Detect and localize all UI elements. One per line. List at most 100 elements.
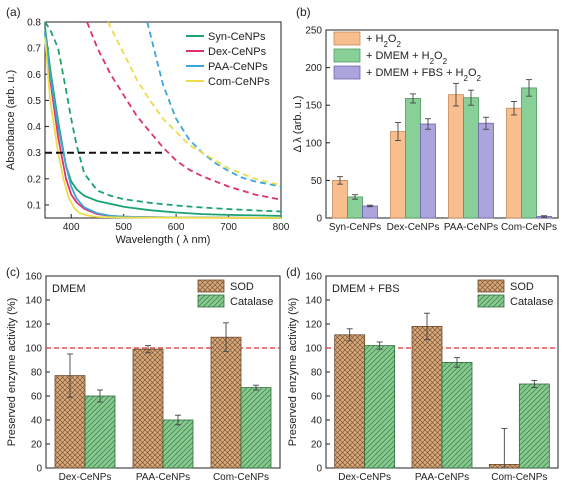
y-tick-label: 120 [305, 320, 322, 331]
panel-c-y-axis-label: Preserved enzyme activity (%) [6, 298, 18, 447]
legend-swatch-catalase [197, 294, 225, 308]
y-tick-label: 160 [25, 272, 42, 283]
y-tick-label: 60 [311, 392, 323, 403]
y-tick-label: 0 [316, 214, 322, 225]
y-tick-label: 0.3 [27, 148, 41, 159]
panel-d-bars [334, 312, 550, 469]
panel-d-label: (d) [286, 265, 301, 279]
panel-b-label: (b) [296, 5, 311, 19]
legend-swatch-h-o [333, 31, 361, 46]
bar-paa-cenps-sod [411, 325, 443, 469]
bar-dex-cenps-dmem-h-o [405, 98, 421, 219]
panel-d-y-axis-label: Preserved enzyme activity (%) [287, 298, 299, 447]
legend-label-catalase: Catalase [510, 296, 553, 308]
category-label-com-cenps: Com-CeNPs [501, 222, 557, 233]
panel-a-legend: Syn-CeNPs Dex-CeNPs PAA-CeNPs Com-CeNPs [186, 31, 270, 88]
category-label-dex-cenps: Dex-CeNPs [59, 472, 112, 483]
bar-com-cenps-sod [210, 336, 242, 469]
bar-paa-cenps-catalase [441, 361, 473, 469]
legend-label-sod: SOD [510, 281, 534, 293]
bar-com-cenps-h-o [506, 107, 522, 219]
y-tick-label: 0.7 [27, 44, 41, 55]
y-tick-label: 250 [305, 26, 322, 37]
series-line-syn-cenps-dashed [44, 21, 282, 213]
y-tick-label: 0 [316, 464, 322, 475]
panel-c-ticks: 0 20 40 60 80 100 120 140 160 Dex-CeNPs PAA-CeNPs C… [25, 272, 280, 483]
legend-swatch-dmem-fbs-h-o [333, 65, 361, 80]
x-tick-label: 600 [168, 222, 185, 233]
bar-dex-cenps-dmem-fbs-h-o [420, 123, 436, 219]
panel-a-x-axis-label: Wavelength ( λ nm) [116, 234, 211, 246]
panel-b-plot-frame [325, 29, 559, 219]
legend-label-dmem-h-o: + DMEM + H2O2 [366, 50, 448, 66]
panel-a-absorbance-chart: (a) 400 500 600 700 800 0.1 0.2 0.3 0.4 0.5 0.6 0.7… [5, 5, 290, 246]
bar-com-cenps-catalase [240, 387, 272, 469]
panel-b-wavelength-shift-chart: (b) 0 50 100 150 200 250 Syn-CeNPs Dex-CeNPs PAA… [292, 5, 559, 234]
legend-swatch-catalase [477, 294, 505, 308]
legend-label-dmem-fbs-h-o: + DMEM + FBS + H2O2 [366, 67, 482, 83]
y-tick-label: 150 [305, 101, 322, 112]
bar-dex-cenps-catalase [84, 395, 116, 469]
legend-label-sod: SOD [230, 281, 254, 293]
panel-b-legend: + H2O2+ DMEM + H2O2+ DMEM + FBS + H2O2 [333, 31, 482, 83]
y-tick-label: 0.5 [27, 96, 41, 107]
y-tick-label: 200 [305, 63, 322, 74]
x-tick-label: 400 [63, 222, 80, 233]
panel-d-dmem-fbs-enzyme-chart: (d) DMEM + FBS 0 20 40 60 80 100 120 140 160 Dex-… [286, 265, 559, 483]
y-tick-label: 140 [305, 296, 322, 307]
y-tick-label: 100 [25, 344, 42, 355]
panel-c-dmem-enzyme-chart: (c) DMEM 0 20 40 60 80 100 120 140 160 Dex-CeNPs P… [6, 265, 281, 483]
bar-paa-cenps-h-o [448, 94, 464, 219]
category-label-syn-cenps: Syn-CeNPs [329, 222, 381, 233]
series-line-dex-cenps-dashed [86, 21, 282, 201]
bar-paa-cenps-sod [132, 348, 164, 469]
category-label-dex-cenps: Dex-CeNPs [338, 472, 391, 483]
panel-b-y-axis-label: Δ λ (arb. u.) [292, 96, 304, 153]
y-tick-label: 100 [305, 344, 322, 355]
category-label-com-cenps: Com-CeNPs [491, 472, 547, 483]
panel-d-title: DMEM + FBS [332, 283, 400, 295]
panel-c-title: DMEM [52, 283, 86, 295]
panel-d-ticks: 0 20 40 60 80 100 120 140 160 Dex-CeNPs PAA-CeNPs C… [305, 272, 558, 483]
panel-c-bars [54, 322, 272, 469]
y-tick-label: 40 [31, 416, 43, 427]
bar-dex-cenps-sod [334, 334, 366, 469]
y-tick-label: 140 [25, 296, 42, 307]
category-label-paa-cenps: PAA-CeNPs [136, 472, 190, 483]
x-tick-label: 800 [273, 222, 290, 233]
bar-syn-cenps-h-o [332, 179, 348, 219]
panel-b-bars [332, 79, 552, 219]
y-tick-label: 0.1 [27, 200, 41, 211]
y-tick-label: 20 [311, 440, 323, 451]
category-label-paa-cenps: PAA-CeNPs [415, 472, 469, 483]
bar-syn-cenps-dmem-fbs-h-o [362, 205, 378, 219]
bar-com-cenps-catalase [518, 383, 550, 469]
bar-dex-cenps-catalase [364, 345, 396, 469]
y-tick-label: 160 [305, 272, 322, 283]
legend-label-h-o: + H2O2 [366, 33, 401, 49]
y-tick-label: 40 [311, 416, 323, 427]
panel-c-legend: SOD Catalase [197, 279, 273, 308]
x-tick-label: 700 [220, 222, 237, 233]
y-tick-label: 0.2 [27, 174, 41, 185]
series-line-com-cenps-solid [44, 37, 282, 219]
legend-label-paa-cenps: PAA-CeNPs [208, 61, 268, 73]
bar-dex-cenps-h-o [390, 131, 406, 219]
y-tick-label: 100 [305, 138, 322, 149]
x-tick-label: 500 [115, 222, 132, 233]
y-tick-label: 20 [31, 440, 43, 451]
legend-swatch-sod [197, 279, 225, 293]
bar-paa-cenps-dmem-fbs-h-o [478, 122, 494, 219]
y-tick-label: 0 [36, 464, 42, 475]
y-tick-label: 60 [31, 392, 43, 403]
panel-a-ticks: 400 500 600 700 800 0.1 0.2 0.3 0.4 0.5 0.6 0.7 0.8 [27, 18, 290, 234]
y-tick-label: 0.6 [27, 70, 41, 81]
legend-swatch-sod [477, 279, 505, 293]
panel-c-label: (c) [6, 265, 20, 279]
panel-b-ticks: 0 50 100 150 200 250 Syn-CeNPs Dex-CeNPs PAA-CeN… [305, 26, 557, 234]
panel-a-label: (a) [6, 5, 21, 19]
panel-a-series [44, 21, 282, 219]
y-tick-label: 50 [311, 176, 323, 187]
category-label-dex-cenps: Dex-CeNPs [387, 222, 440, 233]
